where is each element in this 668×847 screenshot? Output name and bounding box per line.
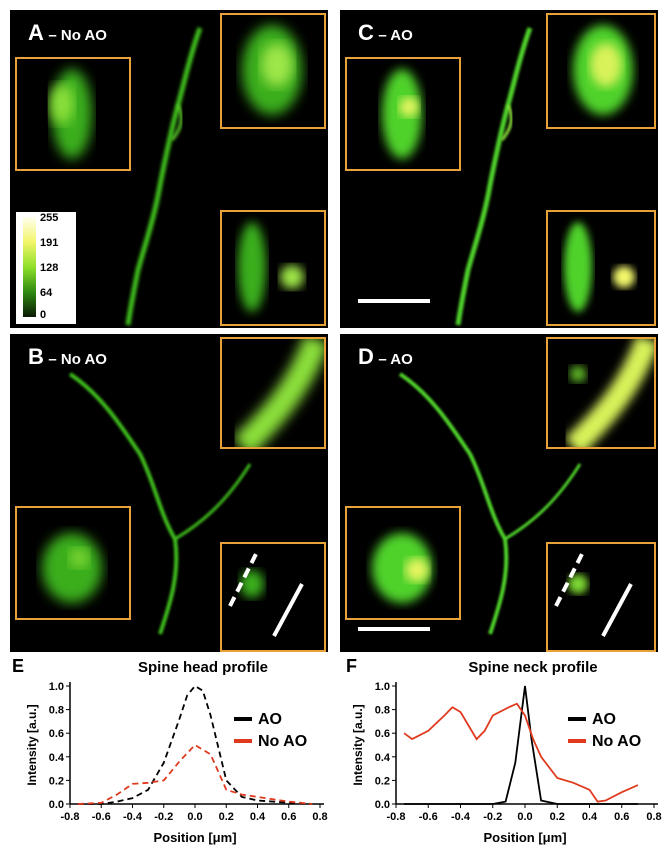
panel-c-inset-bottom-right: [546, 210, 656, 326]
panel-a-label: A – No AO: [28, 20, 107, 45]
series-line-ao: [77, 684, 313, 805]
x-tick-label: 0.0: [187, 811, 202, 823]
colorbar-tick: 64: [40, 287, 53, 299]
x-tick-label: 0.0: [517, 811, 532, 823]
legend-label: AO: [258, 711, 282, 728]
panel-a-inset-top-right: [220, 13, 326, 129]
scale-bar: [358, 627, 430, 631]
panel-a-letter: A: [28, 20, 44, 45]
panel-d-inset-top-right: [546, 337, 656, 449]
x-tick-label: 0.2: [550, 811, 565, 823]
x-tick-label: 0.4: [582, 811, 598, 823]
colorbar-tick: 191: [40, 237, 59, 249]
colorbar: 255 191 128 64 0: [16, 212, 76, 324]
panel-a-inset-left: [15, 57, 131, 171]
panel-c-letter: C: [358, 20, 374, 45]
x-tick-label: -0.8: [61, 811, 80, 823]
colorbar-tick: 128: [40, 262, 59, 274]
panel-b-inset-top-right: [220, 337, 326, 449]
panel-c-label: C – AO: [358, 20, 413, 45]
x-tick-label: -0.6: [92, 811, 111, 823]
chart-title: Spine head profile: [138, 659, 268, 676]
x-tick-label: 0.2: [219, 811, 234, 823]
chart-spine-neck-profile: F Spine neck profile -0.8 -0.6 -0.4 -0.2 0.0 0.…: [346, 656, 662, 845]
panel-d-condition: AO: [390, 351, 413, 368]
panel-c-condition: AO: [390, 27, 413, 44]
y-tick-label: 1.0: [375, 681, 390, 693]
panel-b-label: B – No AO: [28, 344, 107, 369]
y-tick-label: 0.6: [375, 728, 390, 740]
y-tick-label: 0.4: [375, 752, 391, 764]
x-tick-label: -0.2: [154, 811, 173, 823]
panel-a-condition: No AO: [60, 27, 107, 44]
x-axis-label: Position [μm]: [483, 830, 566, 845]
panel-d-image: D – AO: [340, 334, 658, 652]
chart-panel-letter: F: [346, 656, 357, 676]
panel-d-inset-bottom-right: [546, 542, 656, 652]
series-line-ao: [404, 685, 638, 805]
x-tick-label: -0.6: [419, 811, 438, 823]
panel-b-image: B – No AO: [10, 334, 328, 652]
panel-d-letter: D: [358, 344, 374, 369]
panel-a-inset-bottom-right: [220, 210, 326, 326]
y-tick-label: 0.8: [375, 705, 390, 717]
colorbar-tick: 0: [40, 309, 47, 321]
panel-c-inset-top-right: [546, 13, 656, 129]
panel-b-inset-bottom-right: [220, 542, 326, 652]
chart-title: Spine neck profile: [468, 659, 597, 676]
panel-b-inset-left: [15, 506, 131, 620]
panel-b-letter: B: [28, 344, 44, 369]
panel-a-dendrite: [125, 27, 203, 326]
y-tick-label: 0.4: [49, 752, 65, 764]
colorbar-tick: 255: [40, 212, 59, 224]
chart-spine-head-profile: E Spine head profile -0.8 -0.6 -0.4 -0.2 0.0 0.…: [12, 656, 328, 845]
y-tick-label: 1.0: [49, 681, 64, 693]
chart-panel-letter: E: [12, 656, 24, 676]
x-tick-label: 0.8: [646, 811, 661, 823]
panel-c-inset-left: [345, 57, 461, 171]
x-tick-label: 0.6: [281, 811, 296, 823]
x-tick-label: -0.2: [483, 811, 502, 823]
y-tick-label: 0.2: [49, 775, 64, 787]
y-tick-label: 0.0: [375, 799, 390, 811]
x-tick-label: 0.4: [250, 811, 266, 823]
panel-d-dendrite: [398, 372, 582, 635]
panel-d-label: D – AO: [358, 344, 413, 369]
legend-label: No AO: [592, 733, 641, 750]
y-tick-label: 0.8: [49, 705, 64, 717]
panel-b-dendrite: [68, 372, 252, 635]
legend-label: AO: [592, 711, 616, 728]
x-tick-label: 0.8: [312, 811, 327, 823]
panel-b-condition: No AO: [60, 351, 107, 368]
panel-c-dendrite: [455, 27, 533, 326]
y-tick-label: 0.2: [375, 775, 390, 787]
y-axis-label: Intensity [a.u.]: [351, 704, 365, 785]
y-tick-label: 0.0: [49, 799, 64, 811]
x-tick-label: -0.4: [123, 811, 143, 823]
y-tick-label: 0.6: [49, 728, 64, 740]
x-axis-label: Position [μm]: [153, 830, 236, 845]
panel-a-image: A – No AO 255 191 128 64 0: [10, 10, 328, 328]
panel-d-inset-left: [345, 506, 461, 620]
y-axis-label: Intensity [a.u.]: [25, 704, 39, 785]
colorbar-gradient: [22, 216, 37, 318]
series-line-no-ao: [403, 702, 639, 803]
scale-bar: [358, 299, 430, 303]
legend-label: No AO: [258, 733, 307, 750]
series-line-no-ao: [77, 743, 313, 805]
x-tick-label: -0.4: [451, 811, 471, 823]
x-tick-label: -0.8: [387, 811, 406, 823]
x-tick-label: 0.6: [614, 811, 629, 823]
panel-c-image: C – AO: [340, 10, 658, 328]
